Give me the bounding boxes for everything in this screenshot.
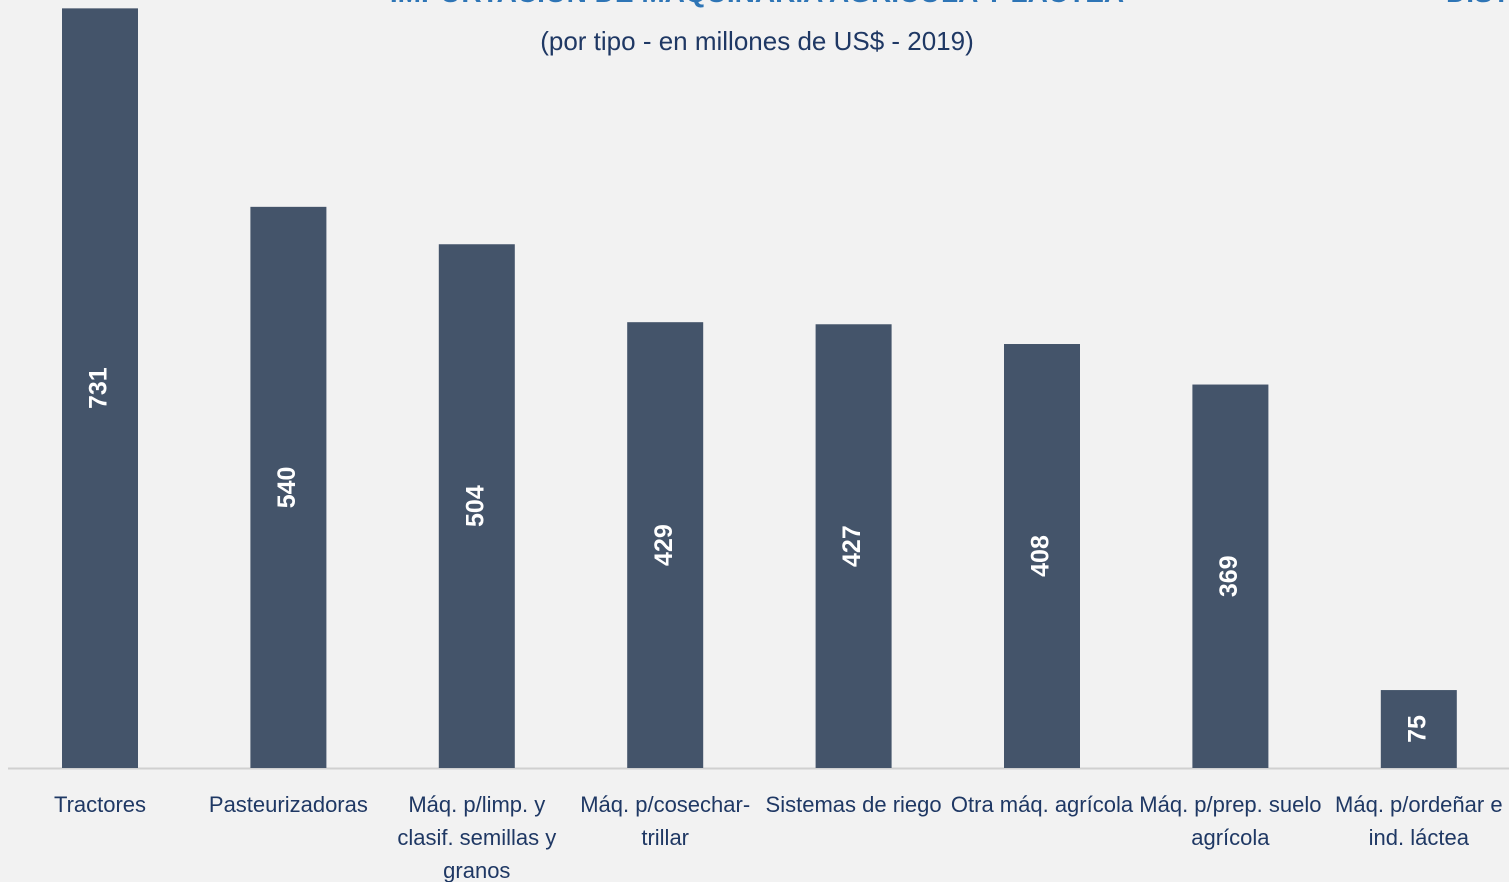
bar <box>1192 384 1269 768</box>
bar <box>815 324 892 768</box>
data-label: 427 <box>838 525 866 567</box>
x-tick-label: Otra máq. agrícola <box>950 792 1134 817</box>
chart-subtitle: (por tipo - en millones de US$ - 2019) <box>540 26 974 56</box>
data-label: 540 <box>273 467 301 509</box>
x-tick-label: Máq. p/cosechar-trillar <box>580 792 751 850</box>
corner-text: DIST <box>1446 0 1509 8</box>
x-tick-label: Sistemas de riego <box>765 792 942 817</box>
data-label: 731 <box>85 367 113 409</box>
bar <box>1004 344 1080 768</box>
data-label: 75 <box>1403 715 1431 743</box>
bar <box>62 8 138 768</box>
data-label: 408 <box>1027 535 1055 577</box>
bar <box>250 206 327 769</box>
chart-title: IMPORTACIÓN DE MAQUINARIA AGRÍCOLA Y LÁC… <box>390 0 1124 8</box>
bar <box>1380 690 1457 768</box>
data-label: 504 <box>461 485 489 527</box>
x-tick-label: Máq. p/prep. suelo agrícola <box>1139 792 1322 850</box>
x-tick-label: Máq. p/limp. y clasif. semillas y granos <box>397 792 557 882</box>
x-tick-label: Tractores <box>53 792 147 817</box>
x-tick-label: Máq. p/ordeñar e ind. láctea <box>1335 792 1503 850</box>
bar <box>627 322 704 768</box>
x-tick-label: Pasteurizadoras <box>208 792 368 817</box>
data-label: 369 <box>1215 555 1243 597</box>
bar <box>438 244 515 768</box>
data-label: 429 <box>650 524 678 566</box>
